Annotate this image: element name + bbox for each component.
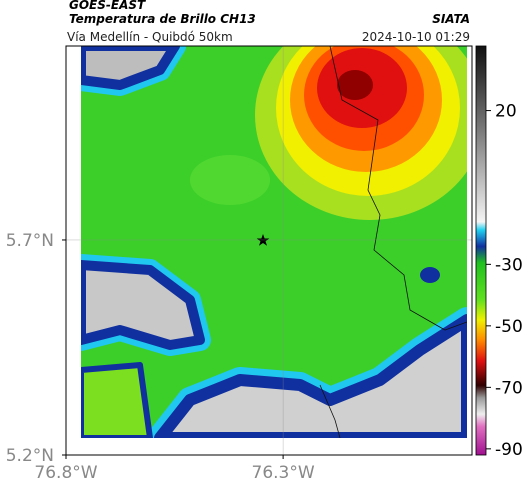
map-frame <box>65 45 473 456</box>
satellite-image <box>81 46 467 438</box>
x-tick-label: 76.8°W <box>34 463 97 483</box>
agency: GOES-EAST <box>69 0 146 12</box>
colorbar-tick-label: -50 <box>495 317 523 337</box>
y-tick-label: 5.7°N <box>6 231 54 251</box>
title: Temperatura de Brillo CH13 <box>69 12 256 26</box>
y-tick-label: 5.2°N <box>6 446 54 466</box>
x-tick-label: 76.3°W <box>252 463 315 483</box>
timestamp: 2024-10-10 01:29 <box>362 30 470 44</box>
source: SIATA <box>432 12 470 26</box>
colorbar-tick-label: -70 <box>495 378 523 398</box>
colorbar-tick-label: -90 <box>495 440 523 460</box>
colorbar-tick-label: 20 <box>495 102 517 122</box>
subtitle: Vía Medellín - Quibdó 50km <box>67 30 233 44</box>
colorbar-tick-label: -30 <box>495 255 523 275</box>
colorbar <box>475 45 487 456</box>
